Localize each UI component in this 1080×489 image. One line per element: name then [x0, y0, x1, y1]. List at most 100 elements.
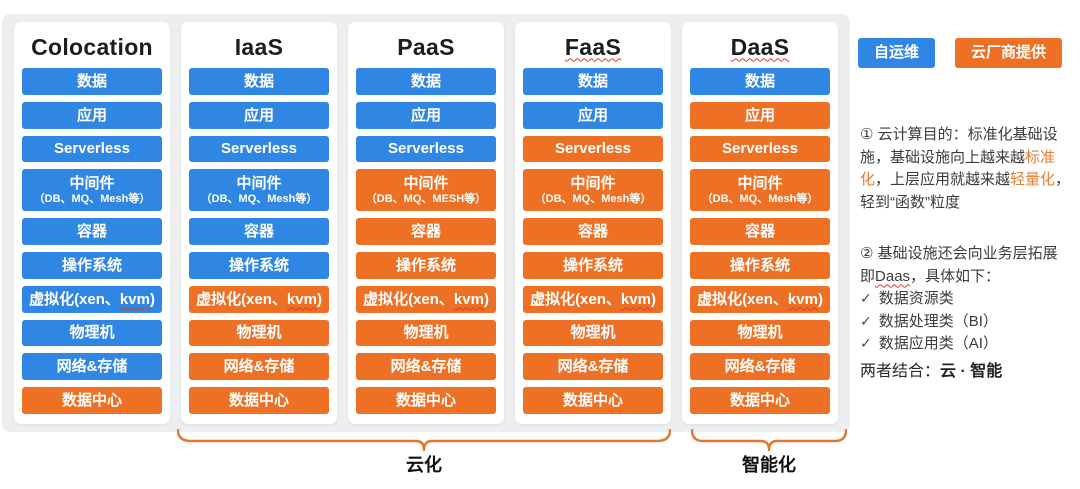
layer-label: 容器 — [577, 222, 608, 240]
text-segment: ，上层应用就越来越 — [875, 171, 1011, 188]
layer-sublabel: （DB、MQ、Mesh等） — [200, 193, 318, 206]
column-card-paas: PaaS 数据 应用 Serverless 中间件 （DB、MQ、MESH等） 容器 操作系统… — [348, 22, 504, 424]
column-title: FaaS — [523, 26, 663, 68]
text-segment: kvm — [787, 290, 818, 308]
layer-stack: 数据 应用 Serverless 中间件 （DB、MQ、Mesh等） 容器 操作系统 虚拟化(… — [22, 68, 162, 415]
layer-bar-data: 数据 — [22, 68, 162, 95]
layer-bar-container: 容器 — [356, 218, 496, 245]
layer-label: 中间件 — [69, 174, 115, 192]
layer-bar-virtualization: 虚拟化(xen、kvm) — [22, 285, 162, 313]
layer-bar-app: 应用 — [356, 101, 496, 129]
text-segment: ) — [483, 290, 489, 308]
text-segment: ) — [817, 290, 823, 308]
layer-bar-network-storage: 网络&存储 — [189, 353, 329, 381]
layer-label: 数据中心 — [61, 391, 122, 409]
text-segment: 轻量化 — [1010, 171, 1056, 188]
layer-label: 中间件 — [570, 174, 616, 192]
column-title: PaaS — [356, 26, 496, 68]
layer-bar-network-storage: 网络&存储 — [523, 353, 663, 381]
layer-bar-physical-machine: 物理机 — [690, 319, 830, 347]
layer-bar-data: 数据 — [690, 68, 830, 95]
column-title-text: Colocation — [31, 33, 153, 60]
legend-chip-self-ops: 自运维 — [858, 38, 936, 68]
note-infrastructure-expansion: ② 基础设施还会向业务层拓展即Daas，具体如下： ✓ 数据资源类 ✓ 数据处理类（B… — [860, 243, 1072, 356]
text-segment: ② 基础设施还会向业务层拓展即 — [860, 245, 1058, 285]
brace-label-cloudization: 云化 — [406, 455, 442, 475]
layer-bar-app: 应用 — [523, 101, 663, 129]
text-segment: ，具体如下： — [910, 267, 1001, 285]
layer-label: 操作系统 — [729, 256, 790, 274]
layer-label: 操作系统 — [61, 256, 122, 274]
text-segment: 虚拟化(xen、 — [363, 290, 454, 308]
layer-bar-os: 操作系统 — [523, 251, 663, 279]
layer-label: 数据 — [243, 72, 274, 90]
column-card-iaas: IaaS 数据 应用 Serverless 中间件 （DB、MQ、Mesh等） 容器 操作系统… — [181, 22, 337, 424]
layer-bar-serverless: Serverless — [189, 135, 329, 163]
layer-label: Serverless — [555, 140, 631, 158]
checklist-item: ✓ 数据资源类 — [860, 288, 1072, 311]
layer-label: 网络&存储 — [390, 358, 462, 376]
checklist-item-label: 数据资源类 — [878, 290, 954, 307]
layer-bar-middleware: 中间件 （DB、MQ、Mesh等） — [690, 169, 830, 212]
text-segment: 虚拟化(xen、 — [697, 290, 788, 308]
layer-bar-middleware: 中间件 （DB、MQ、Mesh等） — [523, 169, 663, 212]
layer-label: 应用 — [577, 106, 608, 124]
layer-bar-physical-machine: 物理机 — [356, 319, 496, 347]
layer-stack: 数据 应用 Serverless 中间件 （DB、MQ、MESH等） 容器 操作系统 虚拟化(… — [356, 68, 496, 415]
layer-label: 操作系统 — [228, 256, 289, 274]
checklist-item-label: 数据处理类（BI） — [878, 312, 998, 330]
legend-chip-vendor: 云厂商提供 — [955, 38, 1063, 68]
daas-checklist: ✓ 数据资源类 ✓ 数据处理类（BI） ✓ 数据应用类（AI） — [860, 288, 1072, 356]
layer-bar-app: 应用 — [690, 101, 830, 129]
layer-label: 应用 — [76, 106, 107, 124]
layer-label: Serverless — [722, 140, 798, 158]
layer-label: 虚拟化(xen、kvm) — [29, 291, 155, 308]
layer-label: 网络&存储 — [724, 358, 796, 376]
layer-sublabel: （DB、MQ、Mesh等） — [33, 193, 151, 206]
layer-sublabel: （DB、MQ、MESH等） — [365, 193, 487, 206]
layer-label: 操作系统 — [395, 256, 456, 274]
layer-bar-os: 操作系统 — [22, 251, 162, 279]
checklist-item-label: 数据应用类（AI） — [878, 335, 998, 352]
layer-bar-data: 数据 — [356, 68, 496, 95]
layer-stack: 数据 应用 Serverless 中间件 （DB、MQ、Mesh等） 容器 操作系统 虚拟化(… — [523, 68, 663, 415]
text-segment: kvm — [286, 290, 317, 308]
layer-bar-network-storage: 网络&存储 — [356, 353, 496, 381]
column-title-text: IaaS — [234, 33, 284, 60]
column-title-text: FaaS — [564, 33, 622, 60]
layer-bar-virtualization: 虚拟化(xen、kvm) — [523, 285, 663, 313]
layer-label: 操作系统 — [562, 256, 623, 274]
layer-bar-data: 数据 — [189, 68, 329, 95]
layer-bar-datacenter: 数据中心 — [22, 387, 162, 415]
layer-bar-virtualization: 虚拟化(xen、kvm) — [690, 285, 830, 313]
layer-bar-serverless: Serverless — [22, 135, 162, 163]
text-segment: ，轻到“函数”粒度 — [860, 171, 1071, 211]
layer-sublabel: （DB、MQ、Mesh等） — [701, 193, 819, 206]
note-2-heading: ② 基础设施还会向业务层拓展即Daas，具体如下： — [860, 243, 1072, 288]
layer-label: 虚拟化(xen、kvm) — [363, 291, 489, 308]
column-title: DaaS — [690, 26, 830, 68]
layer-label: 数据 — [410, 72, 441, 90]
layer-label: 物理机 — [737, 324, 783, 342]
text-segment: 云 · 智能 — [940, 363, 1003, 380]
layer-label: 数据 — [744, 72, 775, 90]
checklist-item: ✓ 数据处理类（BI） — [860, 311, 1072, 334]
layer-label: 物理机 — [570, 324, 616, 342]
text-segment: Daas — [875, 267, 911, 285]
text-segment: kvm — [620, 290, 651, 308]
layer-label: 网络&存储 — [223, 358, 295, 376]
layer-sublabel: （DB、MQ、Mesh等） — [534, 193, 652, 206]
layer-bar-container: 容器 — [523, 218, 663, 245]
layer-label: 数据中心 — [729, 391, 790, 409]
layer-label: 数据 — [76, 72, 107, 90]
text-segment: ) — [650, 290, 656, 308]
brace-cloudization — [177, 429, 671, 453]
checklist-item: ✓ 数据应用类（AI） — [860, 333, 1072, 356]
layer-bar-container: 容器 — [690, 218, 830, 245]
layer-bar-serverless: Serverless — [690, 135, 830, 163]
layer-bar-network-storage: 网络&存储 — [22, 353, 162, 381]
layer-bar-container: 容器 — [189, 218, 329, 245]
layer-label: 网络&存储 — [557, 358, 629, 376]
layer-label: 容器 — [243, 222, 274, 240]
